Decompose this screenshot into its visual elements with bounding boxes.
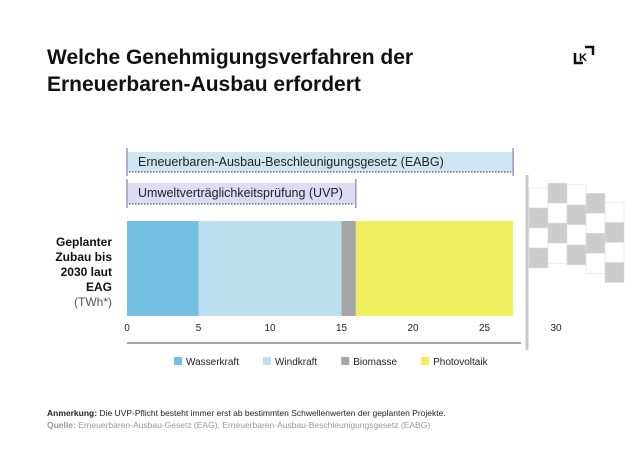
category-label: Geplanter Zubau bis 2030 laut EAG (TWh*) — [55, 235, 112, 309]
flag-square — [528, 187, 549, 209]
legend-label: Photovoltaik — [433, 357, 488, 368]
x-tick-label: 25 — [479, 323, 491, 334]
flag-square — [566, 184, 587, 206]
legend-swatch — [262, 357, 271, 365]
x-tick-label: 0 — [124, 323, 130, 334]
legend-swatch — [174, 357, 182, 365]
legend-label: Wasserkraft — [186, 357, 239, 368]
source: Quelle: Erneuerbaren-Ausbau-Gesetz (EAG)… — [47, 420, 431, 430]
flag-square — [528, 207, 549, 229]
bar-segment-windkraft — [198, 221, 342, 316]
range-band — [127, 183, 356, 204]
svg-text:K: K — [579, 52, 587, 64]
logo-icon: K — [573, 45, 595, 72]
flag-square — [566, 224, 587, 246]
flag-square — [604, 262, 625, 283]
legend-swatch — [421, 357, 430, 365]
x-tick-label: 30 — [550, 323, 562, 334]
flag-square — [585, 213, 606, 234]
flag-icon — [528, 182, 625, 283]
flag-square — [528, 247, 549, 269]
flag-square — [528, 227, 549, 249]
flag-square — [547, 242, 568, 264]
range-label: Erneuerbaren-Ausbau-Beschleunigungsgeset… — [138, 155, 444, 169]
range-band — [127, 152, 514, 172]
x-tick-label: 20 — [407, 323, 419, 334]
legend-label: Biomasse — [353, 357, 397, 368]
flag-square — [547, 182, 568, 204]
flag-square — [585, 193, 606, 214]
x-tick-label: 10 — [264, 323, 276, 334]
x-tick-label: 5 — [196, 323, 202, 334]
flag-square — [566, 204, 587, 226]
legend-swatch — [341, 357, 350, 365]
chart-title: Welche Genehmigungsverfahren der Erneuer… — [47, 46, 414, 96]
flag-square — [566, 244, 587, 266]
flag-square — [604, 242, 625, 263]
bar-segment-biomasse — [341, 221, 356, 316]
bar-segment-wasserkraft — [127, 221, 199, 316]
footnote: Anmerkung: Die UVP-Pflicht besteht immer… — [47, 408, 446, 418]
flag-square — [547, 222, 568, 244]
legend-label: Windkraft — [275, 357, 317, 368]
flag-square — [585, 253, 606, 274]
flag-square — [585, 233, 606, 254]
flag-square — [604, 222, 625, 243]
bar-segment-photovoltaik — [355, 221, 514, 316]
x-tick-label: 15 — [336, 323, 348, 334]
flag-square — [547, 202, 568, 224]
flag-square — [604, 202, 625, 223]
range-label: Umweltverträglichkeitsprüfung (UVP) — [138, 186, 343, 200]
